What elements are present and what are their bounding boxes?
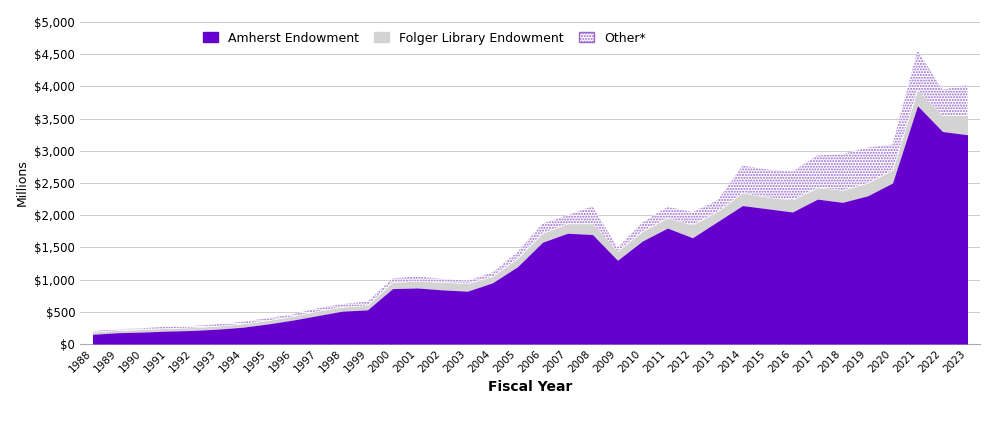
X-axis label: Fiscal Year: Fiscal Year — [488, 380, 572, 394]
Y-axis label: Millions: Millions — [16, 160, 29, 206]
Legend: Amherst Endowment, Folger Library Endowment, Other*: Amherst Endowment, Folger Library Endowm… — [203, 31, 646, 45]
